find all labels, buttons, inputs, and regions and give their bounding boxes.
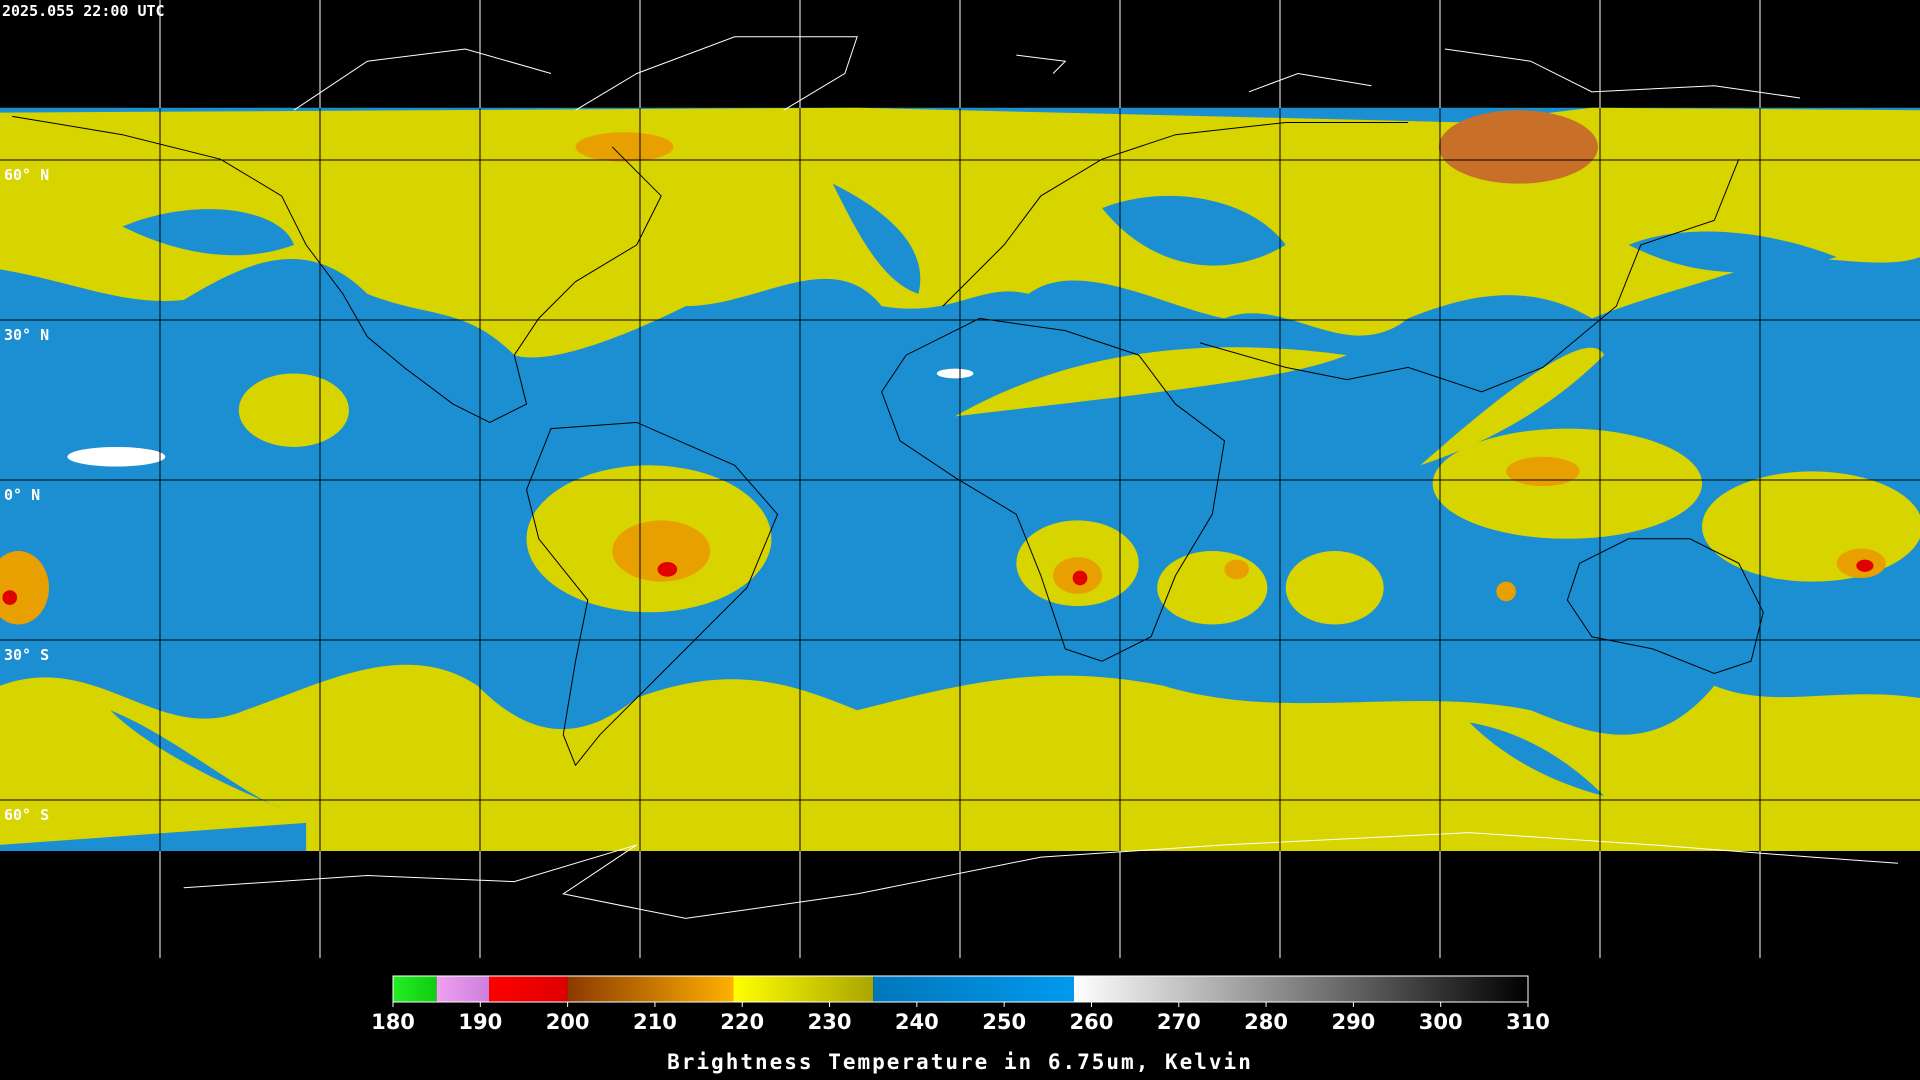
cyclone (0, 551, 49, 625)
cloud (1285, 551, 1384, 625)
latitude-label: 30° N (4, 326, 49, 344)
cyclone (1496, 581, 1516, 602)
colorbar: 180 190 200 210 220 230 240 250 260 270 280 290 300 3… (371, 975, 1550, 1034)
convection (1506, 456, 1580, 487)
colorbar-tick-label: 200 (546, 1010, 590, 1034)
colorbar-tick-label: 260 (1070, 1010, 1114, 1034)
latitude-labels: 60° N 30° N 0° N 30° S 60° S (4, 166, 49, 824)
coastline (1567, 539, 1763, 674)
colorbar-tick-label: 240 (895, 1010, 939, 1034)
colorbar-segment (393, 976, 437, 1002)
very-dry-patch (936, 368, 974, 379)
convection-core (1856, 559, 1874, 572)
colorbar-segment (489, 976, 568, 1002)
south-swirl (110, 710, 282, 809)
convection-core (657, 562, 678, 577)
cloud (1157, 551, 1268, 625)
convection (612, 520, 711, 582)
subtropical-plume (955, 347, 1347, 417)
coastline (12, 116, 661, 422)
colorbar-tick-label: 220 (720, 1010, 764, 1034)
convection (1224, 559, 1249, 580)
colorbar-segment (733, 976, 874, 1002)
colorbar-segment (436, 976, 490, 1002)
very-dry-patch (67, 446, 166, 467)
coastline (1200, 159, 1739, 392)
latitude-label: 0° N (4, 486, 40, 504)
colorbar-tick-label: 230 (808, 1010, 852, 1034)
coastline (1016, 49, 1800, 98)
colorbar-tick-label: 250 (982, 1010, 1026, 1034)
colorbar-tick-label: 290 (1331, 1010, 1375, 1034)
coastline (294, 49, 551, 110)
colorbar-tick-label: 300 (1419, 1010, 1463, 1034)
subtropical-plume (1420, 347, 1605, 466)
north-swirl (1628, 231, 1837, 273)
cloud (1432, 428, 1703, 539)
coastline (943, 122, 1408, 306)
coastline (576, 37, 858, 110)
graticule (0, 0, 1920, 958)
cloud (238, 373, 349, 447)
north-swirl (1102, 195, 1286, 266)
colorbar-tick-label: 190 (458, 1010, 502, 1034)
colorbar-segment (873, 976, 1074, 1002)
latitude-label: 60° N (4, 166, 49, 184)
dry-patch (575, 132, 674, 162)
convection-core (1072, 570, 1088, 586)
colorbar-segment (567, 976, 734, 1002)
dry-patch (1438, 110, 1598, 184)
latitude-label: 30° S (4, 646, 49, 664)
coastline (184, 833, 1898, 919)
colorbar-frame (392, 975, 1529, 1003)
colorbar-tick-label: 280 (1244, 1010, 1288, 1034)
timestamp: 2025.055 22:00 UTC (2, 2, 165, 20)
colorbar-segment (1074, 976, 1528, 1002)
coastline (882, 318, 1225, 661)
latitude-label: 60° S (4, 806, 49, 824)
north-swirl (122, 209, 294, 256)
cyclone-core (2, 590, 18, 605)
colorbar-tick-label: 180 (371, 1010, 415, 1034)
colorbar-tick-label: 310 (1506, 1010, 1550, 1034)
south-swirl (1469, 722, 1605, 796)
colorbar-tick-label: 210 (633, 1010, 677, 1034)
colorbar-tick-label: 270 (1157, 1010, 1201, 1034)
north-swirl (832, 183, 921, 294)
cloud (1702, 471, 1920, 582)
colorbar-title: Brightness Temperature in 6.75um, Kelvin (667, 1050, 1253, 1074)
coastline (527, 422, 778, 765)
